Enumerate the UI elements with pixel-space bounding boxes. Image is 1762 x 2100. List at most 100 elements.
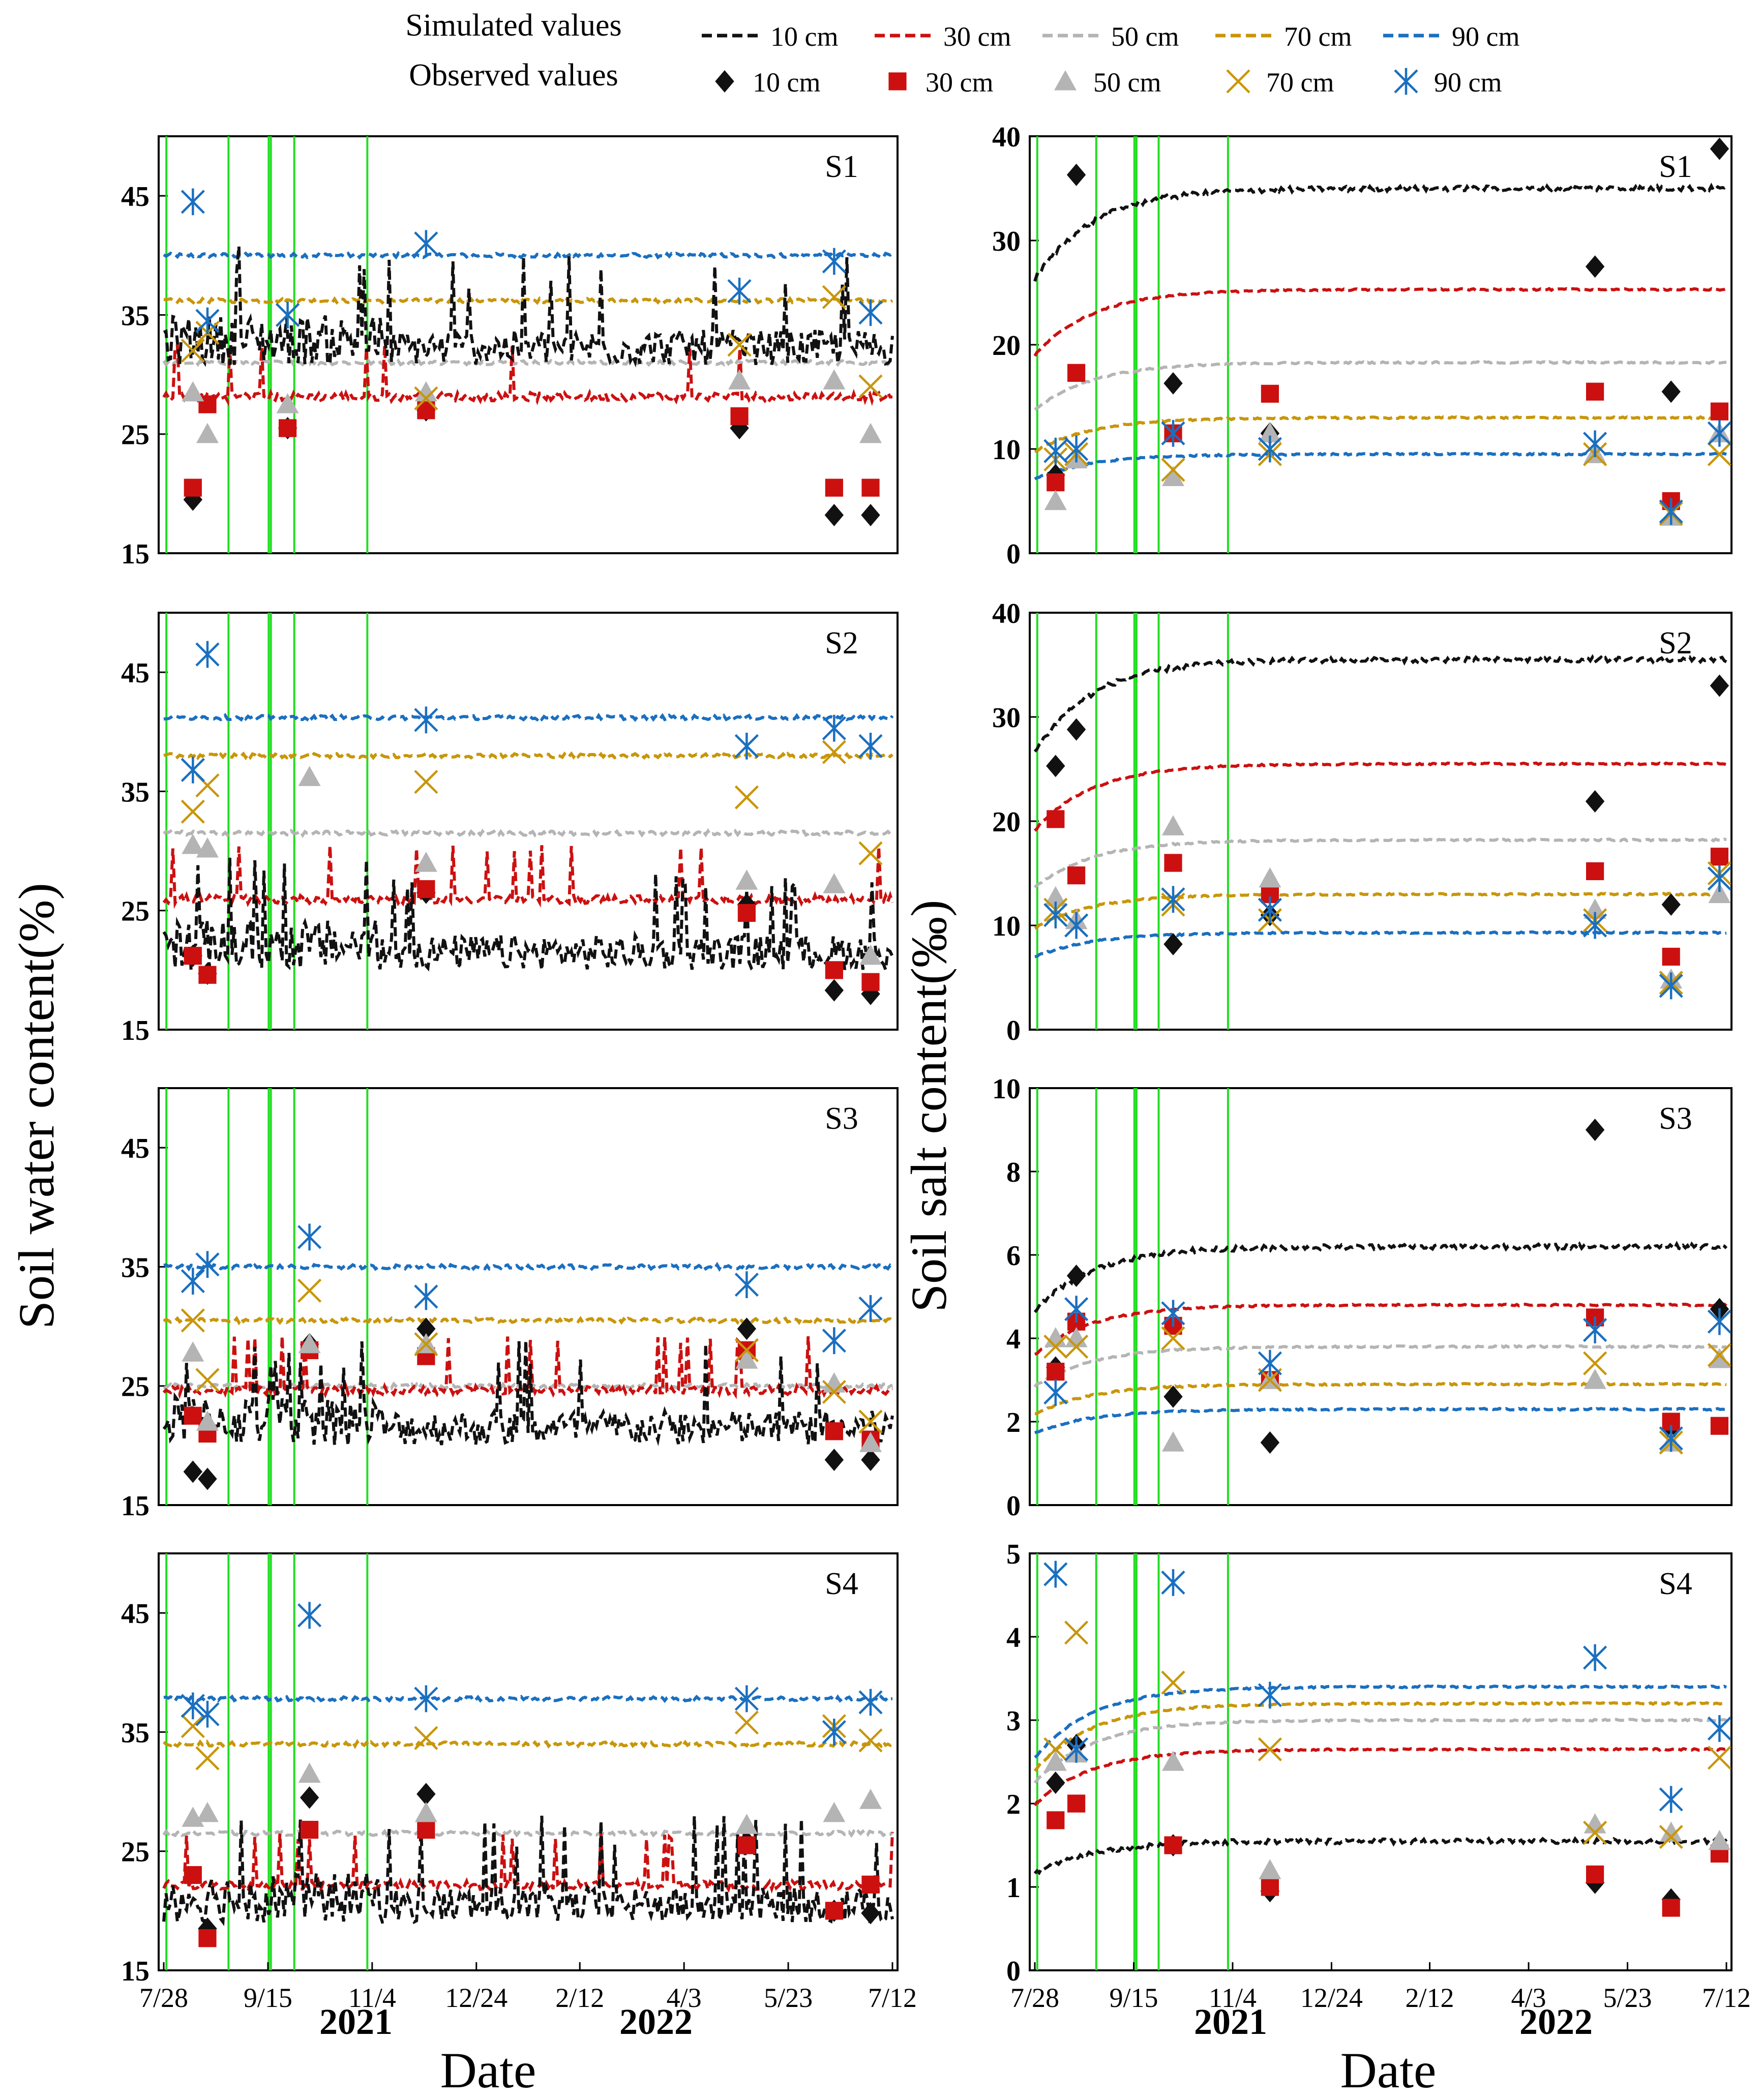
obs-point-90cm bbox=[414, 1685, 438, 1713]
obs-point-30cm bbox=[825, 478, 843, 497]
x-tick-label: 5/23 bbox=[1603, 1983, 1652, 2013]
sim-line-10cm bbox=[162, 1815, 894, 1926]
obs-point-70cm bbox=[1161, 1670, 1185, 1695]
obs-point-30cm bbox=[737, 1836, 756, 1854]
obs-point-10cm bbox=[1260, 1431, 1280, 1454]
obs-point-30cm bbox=[1047, 473, 1065, 492]
x-tick-label: 9/15 bbox=[244, 1983, 292, 2013]
obs-point-90cm bbox=[1161, 419, 1185, 447]
obs-point-90cm bbox=[195, 641, 220, 668]
y-tick-label: 15 bbox=[121, 1490, 150, 1522]
y-tick-label: 4 bbox=[1006, 1324, 1021, 1355]
obs-point-50cm bbox=[1162, 1431, 1184, 1452]
obs-point-90cm bbox=[1043, 437, 1068, 465]
y-tick-label: 45 bbox=[121, 657, 150, 689]
legend-sim-label-2: 50 cm bbox=[1111, 21, 1179, 52]
y-tick-label: 15 bbox=[121, 1956, 150, 1987]
obs-point-90cm bbox=[734, 1685, 759, 1713]
y-tick-label: 25 bbox=[121, 419, 150, 451]
obs-point-90cm bbox=[1064, 1736, 1089, 1763]
sim-line-30cm bbox=[1033, 287, 1727, 357]
panel-frame bbox=[1029, 1087, 1733, 1506]
obs-point-50cm bbox=[859, 944, 882, 965]
obs-point-30cm bbox=[730, 407, 749, 426]
x-tick-label: 12/24 bbox=[1300, 1983, 1363, 2013]
x-tick-label: 5/23 bbox=[764, 1983, 813, 2013]
obs-point-30cm bbox=[417, 1820, 435, 1839]
obs-point-70cm bbox=[858, 1728, 883, 1753]
y-tick-label: 0 bbox=[1006, 1956, 1021, 1987]
legend-obs-label-4: 90 cm bbox=[1434, 67, 1502, 98]
obs-point-10cm bbox=[737, 1317, 757, 1340]
obs-point-70cm bbox=[822, 740, 846, 764]
obs-point-90cm bbox=[1659, 972, 1683, 1000]
obs-point-70cm bbox=[414, 770, 438, 794]
obs-point-30cm bbox=[1164, 854, 1182, 872]
obs-point-90cm bbox=[1258, 896, 1282, 923]
obs-point-90cm bbox=[1043, 902, 1068, 928]
obs-point-50cm bbox=[859, 1788, 882, 1809]
obs-point-30cm bbox=[1261, 384, 1279, 403]
obs-point-10cm bbox=[1585, 790, 1605, 813]
obs-point-10cm bbox=[183, 1460, 203, 1483]
y-tick-label: 35 bbox=[121, 300, 150, 332]
y-tick-label: 0 bbox=[1006, 1490, 1021, 1522]
y-tick-label: 4 bbox=[1006, 1622, 1021, 1654]
obs-point-50cm bbox=[182, 381, 204, 402]
sim-line-90cm bbox=[163, 251, 893, 260]
obs-point-50cm bbox=[414, 381, 437, 402]
obs-point-50cm bbox=[182, 1341, 204, 1362]
obs-point-30cm bbox=[825, 961, 843, 979]
obs-point-50cm bbox=[276, 393, 299, 413]
obs-point-90cm bbox=[181, 1692, 205, 1720]
obs-point-90cm bbox=[734, 733, 759, 760]
obs-point-50cm bbox=[1708, 883, 1731, 904]
x-tick-label: 2/12 bbox=[555, 1983, 604, 2013]
obs-point-90cm bbox=[1707, 419, 1731, 447]
obs-point-90cm bbox=[1043, 1561, 1068, 1588]
obs-point-70cm bbox=[734, 1338, 759, 1363]
obs-point-10cm bbox=[1163, 933, 1183, 955]
obs-point-50cm bbox=[728, 369, 751, 389]
y-tick-label: 8 bbox=[1006, 1157, 1021, 1188]
obs-point-10cm bbox=[1585, 255, 1605, 278]
obs-point-50cm bbox=[1259, 1859, 1281, 1879]
obs-point-10cm bbox=[1066, 1265, 1086, 1287]
legend-obs-label-3: 70 cm bbox=[1266, 67, 1334, 98]
obs-point-10cm bbox=[1066, 718, 1086, 741]
year-2021-left: 2021 bbox=[319, 2001, 393, 2042]
sim-line-10cm bbox=[1033, 183, 1727, 282]
obs-point-90cm bbox=[858, 1689, 883, 1716]
obs-point-90cm bbox=[727, 278, 752, 305]
panel-title: S2 bbox=[825, 626, 858, 661]
y-tick-label: 25 bbox=[121, 896, 150, 927]
obs-point-70cm bbox=[727, 333, 752, 357]
obs-point-90cm bbox=[1707, 1308, 1731, 1335]
obs-point-30cm bbox=[1047, 1363, 1065, 1381]
obs-point-90cm bbox=[181, 1268, 205, 1295]
y-tick-label: 25 bbox=[121, 1371, 150, 1403]
obs-point-90cm bbox=[1258, 435, 1282, 463]
sim-line-50cm bbox=[163, 828, 893, 838]
obs-point-10cm bbox=[1046, 1772, 1065, 1794]
obs-point-10cm bbox=[1661, 380, 1681, 403]
obs-point-30cm bbox=[861, 973, 880, 991]
sim-line-70cm bbox=[163, 751, 893, 761]
obs-point-90cm bbox=[195, 1251, 220, 1278]
y-tick-label: 0 bbox=[1006, 538, 1021, 570]
y-tick-label: 2 bbox=[1006, 1789, 1021, 1820]
sim-line-50cm bbox=[1033, 1344, 1727, 1388]
obs-point-50cm bbox=[1660, 1821, 1683, 1842]
y-tick-label: 45 bbox=[121, 1598, 150, 1630]
panel-title: S2 bbox=[1659, 626, 1692, 661]
sim-line-50cm bbox=[162, 1828, 894, 1838]
obs-point-70cm bbox=[1161, 1326, 1185, 1351]
panel-title: S1 bbox=[1659, 149, 1692, 184]
obs-point-30cm bbox=[1586, 862, 1604, 880]
panel-frame bbox=[1029, 1552, 1733, 1971]
sim-line-10cm bbox=[1033, 1241, 1728, 1313]
y-tick-label: 45 bbox=[121, 181, 150, 213]
panel-frame bbox=[158, 1087, 899, 1506]
sim-line-90cm bbox=[163, 1262, 894, 1272]
obs-point-30cm bbox=[301, 1820, 319, 1839]
